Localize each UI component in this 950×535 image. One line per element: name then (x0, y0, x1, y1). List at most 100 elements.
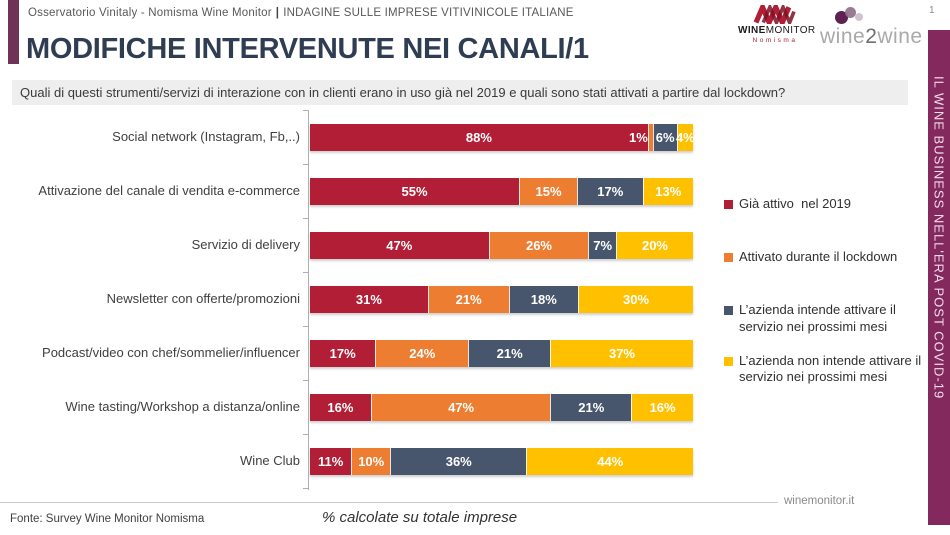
bar-segment-label: 31% (355, 291, 382, 307)
bar-segment-label: 36% (445, 453, 472, 469)
legend-label: L’azienda non intende attivare il serviz… (739, 352, 925, 385)
bar-segment-label: 21% (578, 399, 605, 415)
bar-segment: 10% (351, 447, 391, 475)
category-label: Wine Club (240, 452, 300, 468)
kicker-right: INDAGINE SULLE IMPRESE VITIVINICOLE ITAL… (283, 7, 574, 19)
bar-segment: 17% (310, 339, 376, 367)
bar-segment: 18% (508, 285, 578, 313)
bar-segment: 1% (629, 123, 653, 151)
bar-segment-label: 24% (409, 345, 436, 361)
bar-segment-label: 4% (675, 129, 695, 145)
legend-item: Attivato durante il lockdown (724, 249, 929, 266)
chart-note: % calcolate su totale imprese (322, 509, 518, 526)
bar-segment-label: 47% (448, 399, 475, 415)
bar-segment-label: 55% (401, 183, 428, 199)
category-label: Newsletter con offerte/promozioni (106, 290, 300, 306)
wine2wine-logo: wine2wine (820, 6, 924, 49)
chart-row: Newsletter con offerte/promozioni 31% 21% 1… (0, 272, 730, 326)
bar-segment: 44% (526, 447, 694, 475)
chart-row: Social network (Instagram, Fb,..) 88% 1% 6%… (0, 110, 730, 164)
bar-segment-label: 16% (649, 399, 676, 415)
bar-segment-label: 47% (386, 237, 413, 253)
category-label: Wine tasting/Workshop a distanza/online (65, 398, 300, 414)
bar-segment: 6% (652, 123, 677, 151)
chart-row: Podcast/video con chef/sommelier/influen… (0, 326, 730, 380)
bar-segment-label: 18% (530, 291, 557, 307)
axis-tick (303, 488, 308, 489)
bar-segment: 24% (375, 339, 469, 367)
bar-segment: 31% (310, 285, 428, 313)
bar-segment-label: 15% (535, 183, 562, 199)
bar-segment: 16% (631, 393, 693, 421)
chart-row: Attivazione del canale di vendita e-comm… (0, 164, 730, 218)
bar-segment-label: 37% (608, 345, 635, 361)
bar-stack: 11% 10% 36% 44% (310, 447, 694, 475)
bar-segment: 37% (549, 339, 693, 367)
axis-tick (303, 326, 308, 327)
question-banner: Quali di questi strumenti/servizi di int… (12, 80, 908, 105)
winemonitor-logo: WINEMONITOR Nomisma (738, 5, 815, 44)
bar-segment: 4% (675, 123, 695, 151)
question-text: Quali di questi strumenti/servizi di int… (20, 85, 786, 100)
bar-segment-label: 88% (465, 129, 492, 145)
kicker-left: Osservatorio Vinitaly - Nomisma Wine Mon… (28, 7, 272, 19)
bar-segment-label: 30% (622, 291, 650, 307)
legend-marker-icon (724, 356, 733, 366)
bar-segment: 17% (577, 177, 643, 205)
side-banner-text: IL WINE BUSINESS NELL'ERA POST COVID-19 (931, 76, 947, 400)
winemonitor-wordmark: WINEMONITOR (738, 25, 815, 36)
chart-row: Servizio di delivery 47% 26% 7% 20% (0, 218, 730, 272)
wine2wine-mid: 2 (865, 25, 878, 48)
bar-segment-label: 13% (655, 183, 682, 199)
bar-segment-label: 21% (496, 345, 523, 361)
bar-segment: 47% (370, 393, 551, 421)
bar-segment: 20% (615, 231, 693, 259)
accent-bar (8, 0, 19, 64)
axis-tick (303, 110, 308, 111)
axis-tick (303, 218, 308, 219)
chart-legend: Già attivo nel 2019 Attivato durante il l… (724, 196, 929, 386)
kicker-separator: | (275, 7, 280, 19)
bar-segment: 16% (310, 393, 371, 421)
bar-segment-label: 6% (655, 129, 675, 145)
chart-axis (303, 110, 309, 490)
chart-rows: Social network (Instagram, Fb,..) 88% 1% 6%… (0, 110, 730, 488)
bar-segment: 21% (427, 285, 509, 313)
bar-segment-label: 16% (327, 399, 354, 415)
bar-segment: 15% (519, 177, 577, 205)
wine2wine-pre: wine (820, 25, 866, 48)
bar-segment-label: 17% (329, 345, 356, 361)
bar-stack: 55% 15% 17% 13% (310, 177, 693, 205)
bar-segment-label: 26% (525, 237, 552, 253)
bar-segment: 47% (310, 231, 489, 259)
side-banner: IL WINE BUSINESS NELL'ERA POST COVID-19 (928, 30, 950, 525)
bar-segment: 7% (588, 231, 616, 259)
legend-marker-icon (724, 200, 733, 209)
category-label: Podcast/video con chef/sommelier/influen… (42, 344, 300, 360)
bar-segment: 36% (390, 447, 527, 475)
bar-stack: 47% 26% 7% 20% (310, 231, 693, 259)
bar-segment: 26% (488, 231, 589, 259)
bar-stack: 16% 47% 21% 16% (310, 393, 693, 421)
bar-segment: 21% (550, 393, 632, 421)
category-label: Social network (Instagram, Fb,..) (112, 128, 300, 144)
legend-item: L’azienda non intende attivare il serviz… (724, 353, 929, 387)
legend-marker-icon (724, 305, 733, 315)
website-label: winemonitor.it (784, 495, 855, 507)
page-title: MODIFICHE INTERVENUTE NEI CANALI/1 (26, 33, 589, 65)
bar-segment-label: 17% (597, 183, 624, 199)
bar-segment-label: 21% (455, 291, 482, 307)
bar-stack: 88% 1% 6% 4% (310, 123, 695, 151)
chart-row: Wine Club 11% 10% 36% 44% (0, 434, 730, 488)
axis-tick (303, 164, 308, 165)
legend-item: L’azienda intende attivare il servizio n… (724, 302, 929, 336)
wine2wine-wordmark: wine2wine (820, 25, 924, 49)
legend-label: Attivato durante il lockdown (739, 248, 898, 264)
source-label: Fonte: Survey Wine Monitor Nomisma (10, 513, 205, 525)
winemonitor-word-monitor: MONITOR (765, 25, 816, 36)
bar-segment-label: 20% (641, 237, 668, 253)
category-label: Attivazione del canale di vendita e-comm… (38, 182, 300, 198)
page-number: 1 (929, 5, 935, 16)
bar-segment: 21% (468, 339, 550, 367)
bar-segment: 13% (642, 177, 693, 205)
